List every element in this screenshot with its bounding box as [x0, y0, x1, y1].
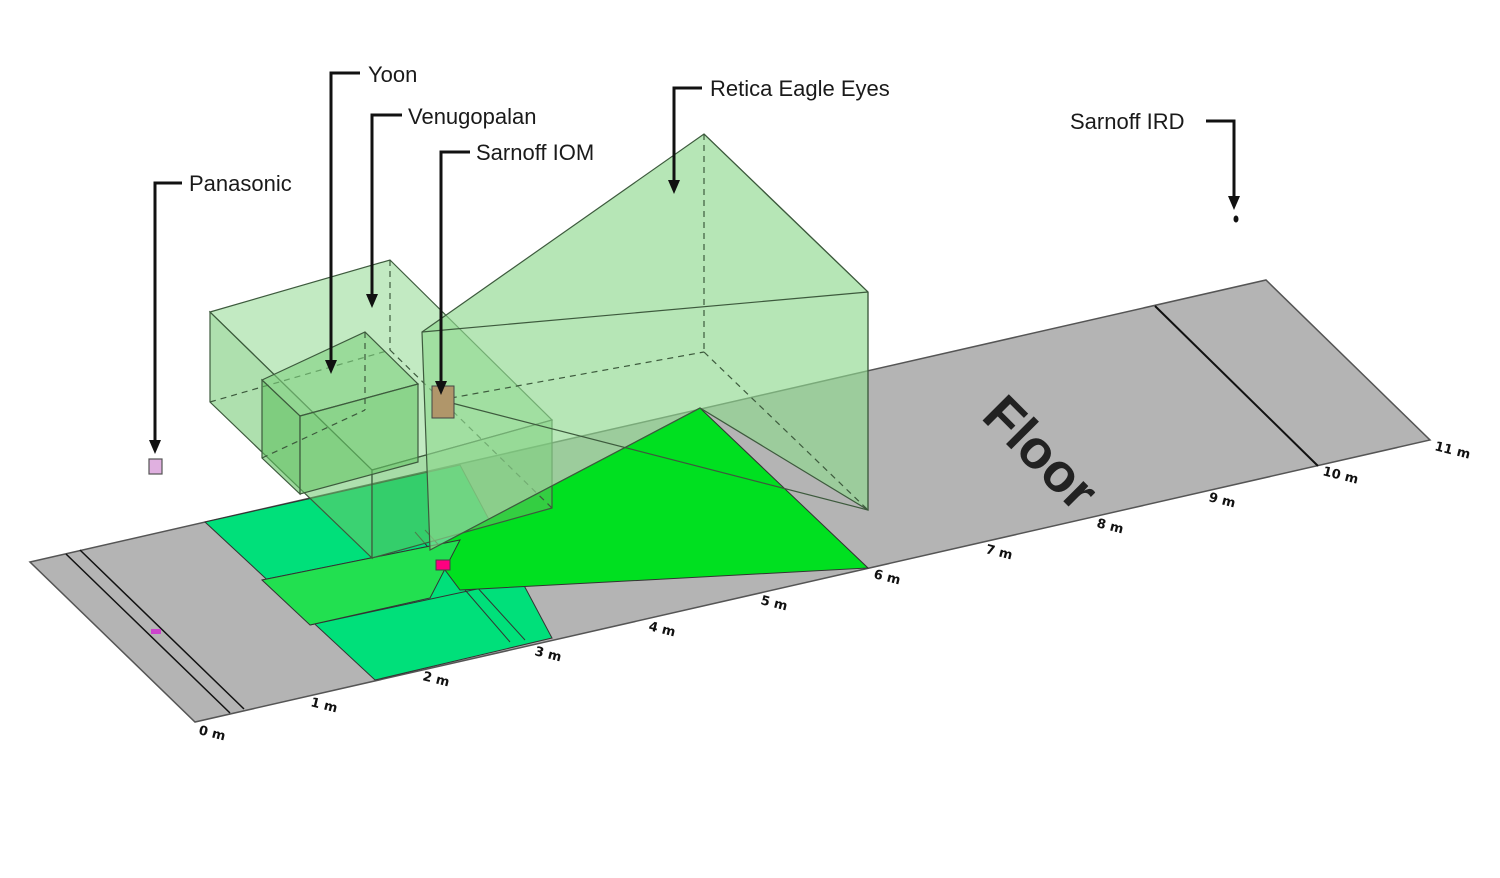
sarnoff-ird-device [1233, 215, 1239, 223]
retica-volume [421, 133, 869, 551]
retica-leader [672, 86, 702, 182]
venugopalan-arrowhead [366, 294, 378, 308]
ruler-tick: 0 m [197, 723, 227, 744]
yoon-volume [260, 331, 420, 496]
label-sarnoff-iom: Sarnoff IOM [476, 140, 594, 165]
sarnoff-iom-device [431, 385, 455, 571]
label-sarnoff-ird: Sarnoff IRD [1070, 109, 1185, 134]
panasonic-arrowhead [149, 440, 161, 454]
label-venugopalan: Venugopalan [408, 104, 536, 129]
label-retica: Retica Eagle Eyes [710, 76, 890, 101]
ruler-tick: 10 m [1321, 464, 1360, 487]
ruler-tick: 5 m [759, 593, 789, 614]
ruler-tick: 1 m [309, 695, 339, 716]
ruler-tick: 11 m [1433, 439, 1472, 462]
panasonic-device [148, 458, 163, 634]
retica-arrowhead [668, 180, 680, 194]
yoon-leader [329, 71, 360, 362]
ruler-tick: 4 m [647, 619, 677, 640]
panasonic-leader [153, 181, 182, 442]
sarnoff-ird-arrowhead [1228, 196, 1240, 210]
label-panasonic: Panasonic [189, 171, 292, 196]
sarnoff-iom-leader [439, 150, 470, 383]
leader-lines [149, 71, 1240, 454]
sarnoff-iom-arrowhead [435, 381, 447, 395]
ruler-tick: 6 m [872, 567, 902, 588]
ruler-tick: 9 m [1207, 490, 1237, 511]
ruler-tick: 7 m [984, 542, 1014, 563]
ruler-tick: 3 m [533, 644, 563, 665]
yoon-arrowhead [325, 360, 337, 374]
label-yoon: Yoon [368, 62, 417, 87]
venugopalan-leader [370, 113, 402, 296]
sarnoff-ird-leader [1206, 119, 1236, 198]
ruler-tick: 2 m [421, 669, 451, 690]
ruler-tick: 8 m [1095, 516, 1125, 537]
